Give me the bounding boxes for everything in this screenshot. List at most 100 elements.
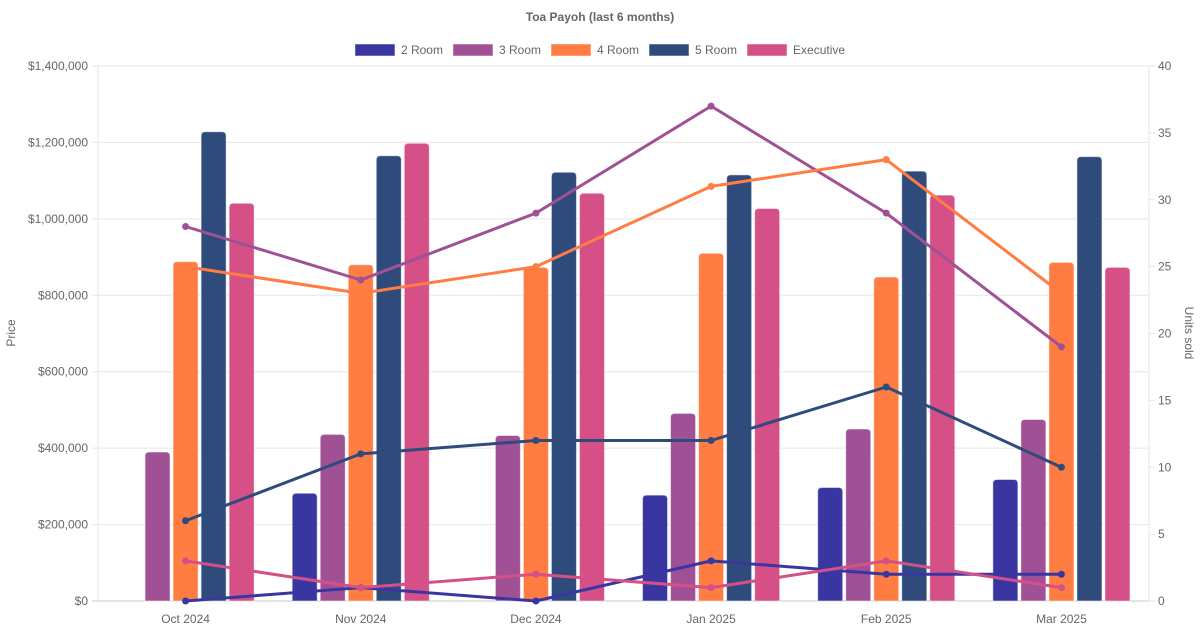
line-point[interactable] xyxy=(1057,570,1065,578)
legend-label: Executive xyxy=(793,43,845,57)
x-axis: Oct 2024 Nov 2024 Dec 2024 Jan 2025 Feb 2025… xyxy=(161,612,1087,626)
line-point[interactable] xyxy=(707,584,715,592)
bar-3-room[interactable] xyxy=(1020,418,1047,602)
bar-4-room[interactable] xyxy=(522,266,549,602)
bar-5-room[interactable] xyxy=(200,131,227,602)
y-tick-label: $400,000 xyxy=(38,441,88,455)
y-tick-label: $800,000 xyxy=(38,288,88,302)
y-tick-label: $1,200,000 xyxy=(28,135,88,149)
x-tick-label: Jan 2025 xyxy=(686,612,736,626)
y2-tick-label: 30 xyxy=(1158,193,1172,207)
y-tick-label: $600,000 xyxy=(38,365,88,379)
legend-item[interactable]: 2 Room xyxy=(354,43,443,57)
bar-executive[interactable] xyxy=(578,192,605,602)
line-point[interactable] xyxy=(357,584,365,592)
line-point[interactable] xyxy=(532,209,540,217)
line-3-room xyxy=(185,104,1063,349)
lines xyxy=(182,102,1065,605)
legend-label: 2 Room xyxy=(401,43,443,57)
bar-5-room[interactable] xyxy=(550,171,577,602)
bars xyxy=(144,131,1131,602)
line-point[interactable] xyxy=(1057,343,1065,351)
x-tick-label: Nov 2024 xyxy=(335,612,387,626)
y2-tick-label: 0 xyxy=(1158,594,1165,608)
bar-4-room[interactable] xyxy=(873,276,900,602)
y2-tick-label: 15 xyxy=(1158,393,1172,407)
bar-5-room[interactable] xyxy=(726,174,753,602)
line-point[interactable] xyxy=(707,182,715,190)
y2-axis-title: Units sold xyxy=(1182,307,1196,360)
line-point[interactable] xyxy=(182,597,190,605)
gridlines xyxy=(92,65,1150,602)
bar-3-room[interactable] xyxy=(845,428,872,602)
line-4-room xyxy=(185,158,1063,295)
line-point[interactable] xyxy=(532,437,540,444)
bar-4-room[interactable] xyxy=(1048,261,1075,602)
legend-item[interactable]: Executive xyxy=(746,43,845,57)
y2-tick-label: 20 xyxy=(1158,327,1172,341)
legend-label: 5 Room xyxy=(695,43,737,57)
legend-swatch xyxy=(648,43,690,57)
line-point[interactable] xyxy=(182,263,190,271)
x-tick-label: Feb 2025 xyxy=(861,612,912,626)
legend-item[interactable]: 5 Room xyxy=(648,43,737,57)
line-point[interactable] xyxy=(357,276,365,284)
line-point[interactable] xyxy=(882,383,890,391)
y2-tick-label: 35 xyxy=(1158,126,1172,140)
line-point[interactable] xyxy=(182,517,190,525)
bar-3-room[interactable] xyxy=(670,412,697,602)
x-tick-label: Oct 2024 xyxy=(161,612,210,626)
bar-3-room[interactable] xyxy=(494,435,521,602)
line-point[interactable] xyxy=(882,570,890,578)
line-point[interactable] xyxy=(182,223,190,230)
line-point[interactable] xyxy=(707,102,715,110)
line-point[interactable] xyxy=(532,263,540,271)
y-axis-left: $0 $200,000 $400,000 $600,000 $800,000 $1,000… xyxy=(28,59,88,608)
line-point[interactable] xyxy=(357,289,365,297)
bar-3-room[interactable] xyxy=(319,433,346,602)
bar-4-room[interactable] xyxy=(698,252,725,602)
line-point[interactable] xyxy=(882,156,890,164)
line-point[interactable] xyxy=(707,437,715,444)
bar-executive[interactable] xyxy=(403,142,430,602)
legend-item[interactable]: 4 Room xyxy=(550,43,639,57)
line-point[interactable] xyxy=(357,450,365,458)
y2-tick-label: 25 xyxy=(1158,260,1172,274)
line-point[interactable] xyxy=(182,557,190,565)
y-axis-title: Price xyxy=(4,319,18,347)
legend-swatch xyxy=(746,43,788,57)
bar-2-room[interactable] xyxy=(291,492,318,602)
chart-title: Toa Payoh (last 6 months) xyxy=(526,10,674,24)
bar-5-room[interactable] xyxy=(375,155,402,602)
bar-executive[interactable] xyxy=(929,194,956,602)
line-point[interactable] xyxy=(532,597,540,605)
bar-executive[interactable] xyxy=(754,208,781,602)
bar-3-room[interactable] xyxy=(144,451,171,602)
y-tick-label: $200,000 xyxy=(38,518,88,532)
bar-4-room[interactable] xyxy=(347,264,374,602)
bar-2-room[interactable] xyxy=(992,478,1019,602)
line-point[interactable] xyxy=(1057,463,1065,471)
y-tick-label: $1,400,000 xyxy=(28,59,88,73)
legend-label: 4 Room xyxy=(597,43,639,57)
legend-item[interactable]: 3 Room xyxy=(452,43,541,57)
bar-executive[interactable] xyxy=(228,202,255,602)
line-point[interactable] xyxy=(707,557,715,565)
line-point[interactable] xyxy=(882,209,890,217)
legend-swatch xyxy=(550,43,592,57)
y-tick-label: $1,000,000 xyxy=(28,212,88,226)
line-point[interactable] xyxy=(1057,289,1065,297)
legend-swatch xyxy=(354,43,396,57)
y-tick-label: $0 xyxy=(75,594,89,608)
bar-5-room[interactable] xyxy=(1076,156,1103,602)
line-point[interactable] xyxy=(532,570,540,578)
bar-executive[interactable] xyxy=(1104,266,1131,602)
bar-2-room[interactable] xyxy=(817,487,844,602)
bar-4-room[interactable] xyxy=(172,261,199,602)
x-tick-label: Dec 2024 xyxy=(510,612,562,626)
y2-tick-label: 5 xyxy=(1158,527,1165,541)
line-point[interactable] xyxy=(882,557,890,565)
line-point[interactable] xyxy=(1057,584,1065,592)
legend-label: 3 Room xyxy=(499,43,541,57)
